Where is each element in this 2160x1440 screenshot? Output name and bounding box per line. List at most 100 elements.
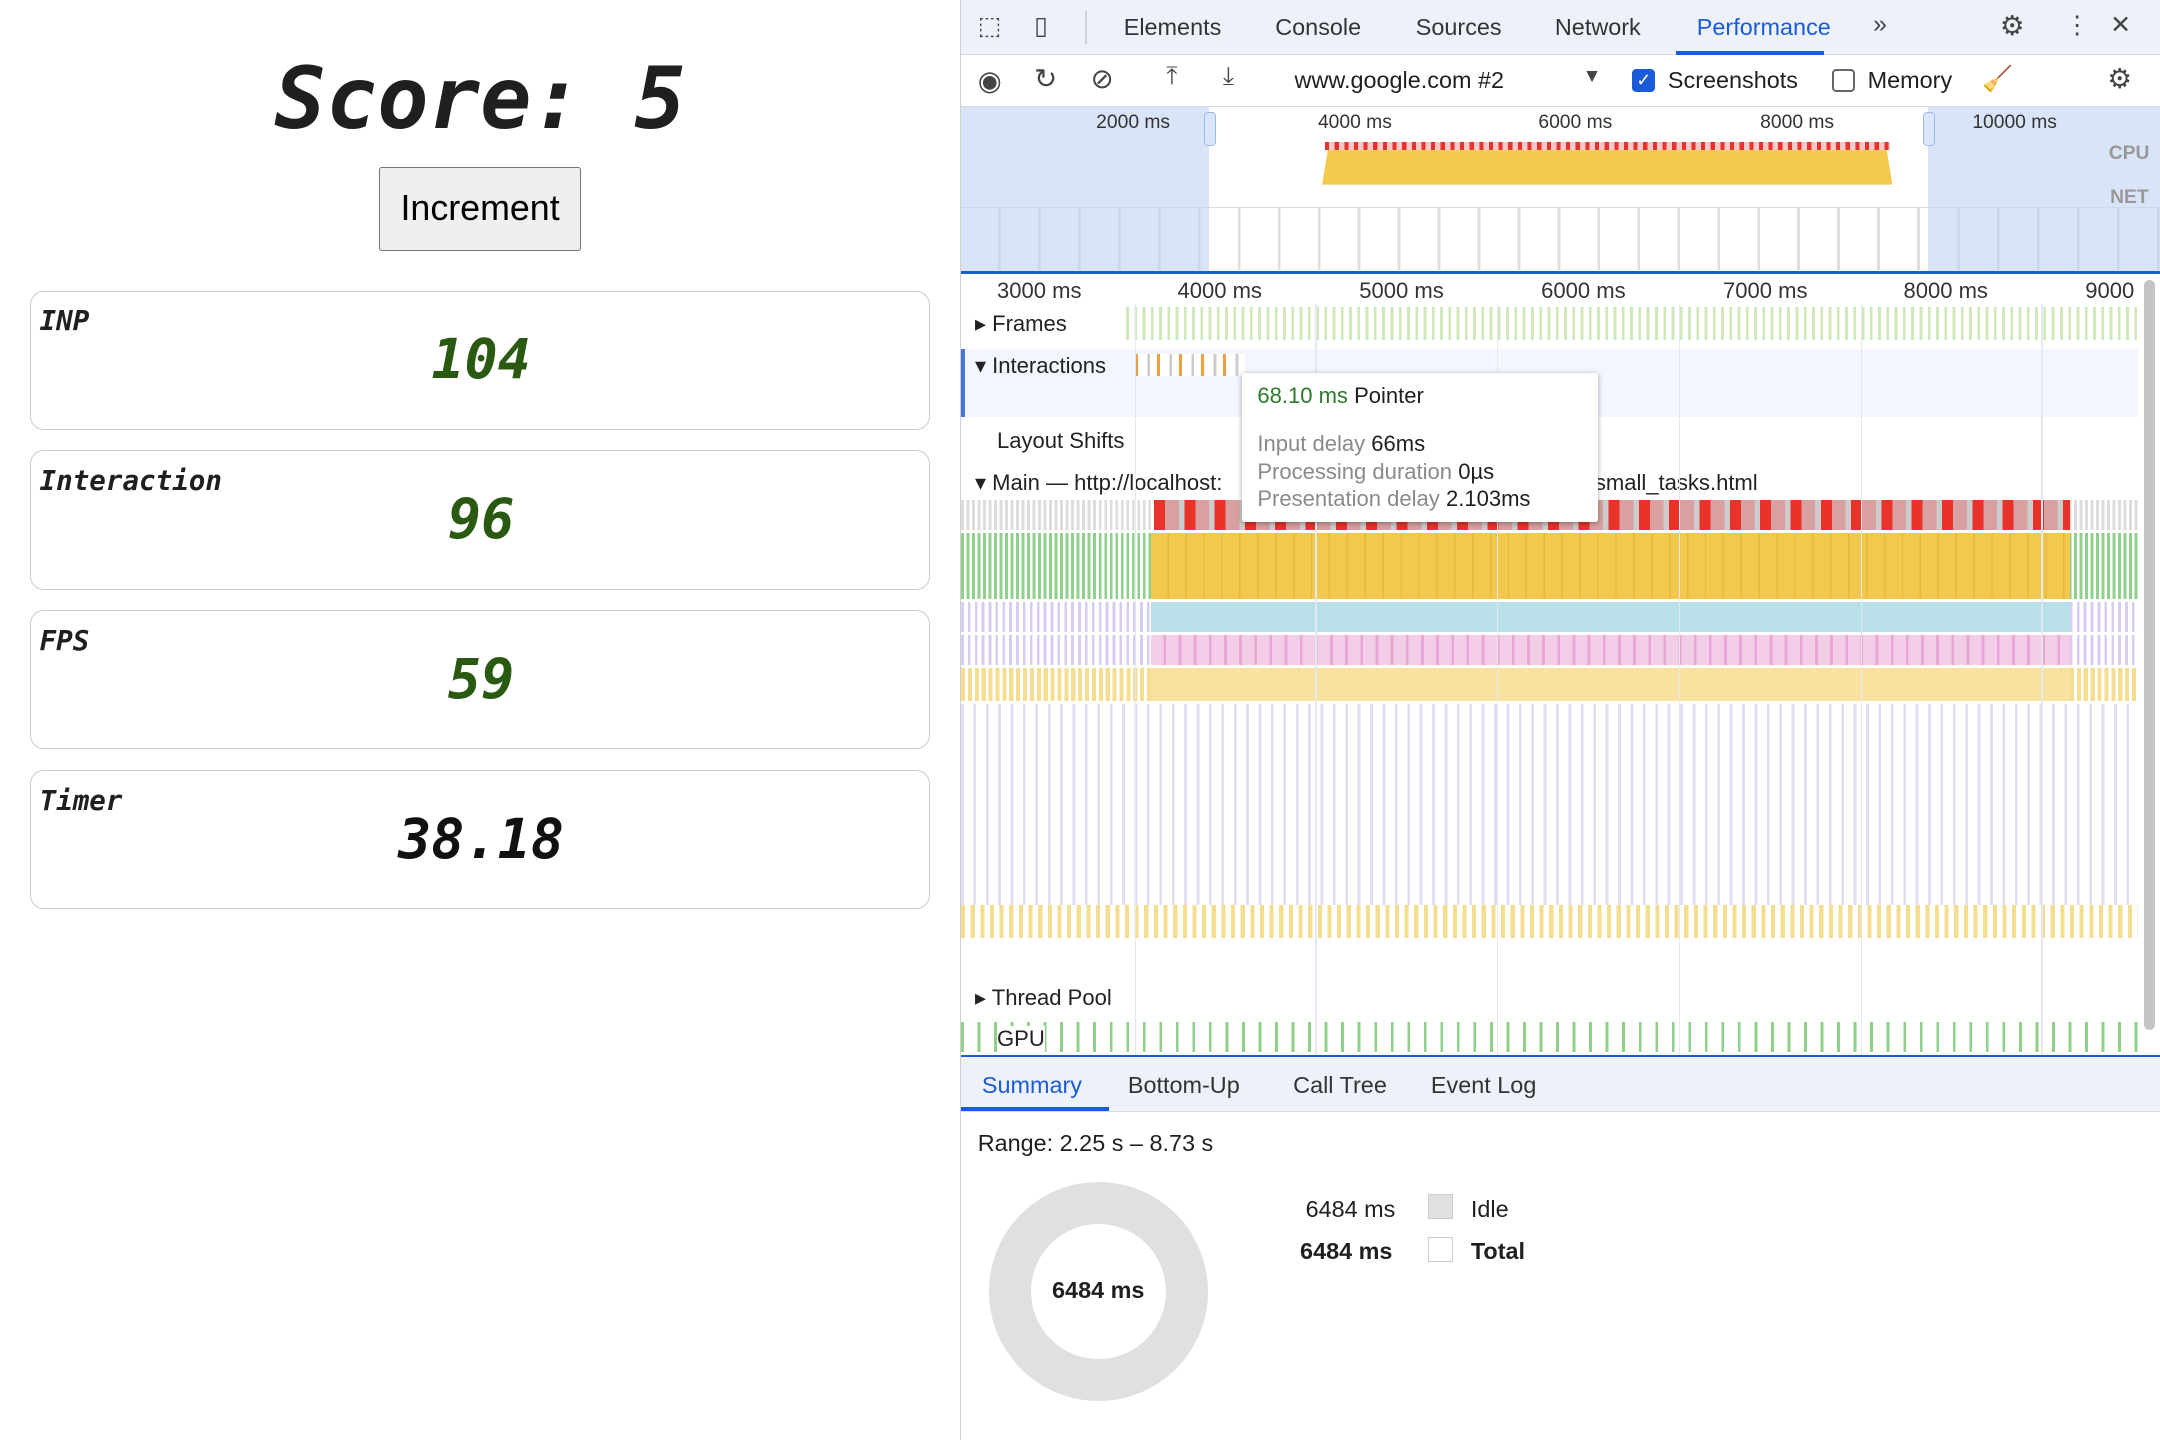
interaction-tooltip: 68.10 ms Pointer Input delay 66ms Proces… bbox=[1242, 373, 1598, 523]
range-handle-left[interactable] bbox=[1203, 111, 1217, 146]
demo-page: Score: 5 Increment INP 104 Interaction 96 … bbox=[0, 0, 961, 1440]
metric-card-fps: FPS 59 bbox=[30, 610, 930, 750]
target-select[interactable]: www.google.com #2 bbox=[1294, 67, 1505, 94]
processing-label: Processing duration bbox=[1257, 458, 1453, 484]
tab-network[interactable]: Network bbox=[1554, 13, 1641, 40]
memory-label: Memory bbox=[1867, 67, 1953, 94]
metric-card-timer: Timer 38.18 bbox=[30, 770, 930, 910]
overview-tick: 4000 ms bbox=[1317, 111, 1392, 133]
scripting-tasks-row[interactable] bbox=[1151, 533, 2071, 600]
total-value: 6484 ms bbox=[1300, 1238, 1393, 1265]
garbage-collect-broom-icon[interactable]: 🧹 bbox=[1981, 65, 2013, 93]
gridline bbox=[1315, 304, 1317, 1056]
timeline-tick: 5000 ms bbox=[1359, 278, 1444, 304]
tooltip-duration: 68.10 ms bbox=[1257, 382, 1348, 408]
upload-icon[interactable]: ⤒ bbox=[1166, 63, 1178, 91]
timeline-tick: 7000 ms bbox=[1722, 278, 1808, 304]
total-label: Total bbox=[1470, 1238, 1526, 1265]
cpu-label: CPU bbox=[2108, 143, 2150, 165]
inspect-element-icon[interactable]: ⬚ bbox=[977, 13, 1002, 41]
long-task-markers bbox=[1324, 141, 1890, 151]
metric-value: 59 bbox=[447, 647, 515, 712]
net-label: NET bbox=[2110, 187, 2149, 209]
range-handle-right[interactable] bbox=[1922, 111, 1936, 146]
settings-gear-icon[interactable]: ⚙ bbox=[1999, 9, 2025, 41]
tab-sources[interactable]: Sources bbox=[1415, 13, 1502, 40]
flame-chart[interactable]: 3000 ms 4000 ms 5000 ms 6000 ms 7000 ms 8000 … bbox=[961, 274, 2160, 1056]
input-delay-label: Input delay bbox=[1257, 431, 1366, 457]
main-prefix: Main — http://localhost: bbox=[992, 469, 1223, 495]
main-suffix: small_tasks.html bbox=[1594, 469, 1758, 495]
overview-tick: 2000 ms bbox=[1096, 111, 1171, 133]
timeline-scrollbar[interactable] bbox=[2143, 279, 2155, 1031]
performance-toolbar: ◉ ↻ ⊘ ⤒ ⤓ www.google.com #2 ▼ ✓ Screensh… bbox=[961, 55, 2160, 108]
close-icon[interactable]: ✕ bbox=[2110, 11, 2131, 39]
timeline-tick: 3000 ms bbox=[996, 278, 1082, 304]
idle-swatch bbox=[1428, 1194, 1453, 1220]
metric-card-interaction: Interaction 96 bbox=[30, 450, 930, 590]
thread-pool-label: Thread Pool bbox=[991, 984, 1112, 1010]
metric-label: FPS bbox=[39, 625, 90, 658]
timer-row[interactable] bbox=[1151, 668, 2071, 702]
overview-tick: 8000 ms bbox=[1760, 111, 1835, 133]
interaction-markers[interactable] bbox=[1134, 354, 1245, 377]
reload-record-icon[interactable]: ↻ bbox=[1034, 63, 1058, 95]
clear-icon[interactable]: ⊘ bbox=[1090, 63, 1114, 95]
more-tabs-icon[interactable]: » bbox=[1873, 11, 1887, 39]
presentation-label: Presentation delay bbox=[1257, 486, 1440, 512]
frames-label: Frames bbox=[992, 311, 1067, 337]
main-track-label[interactable]: ▾ Main — http://localhost: bbox=[974, 469, 1223, 495]
call-row[interactable] bbox=[1151, 602, 2071, 633]
gridline bbox=[1497, 304, 1499, 1056]
screenshots-label: Screenshots bbox=[1667, 67, 1798, 94]
metric-label: Interaction bbox=[39, 465, 222, 498]
tab-summary[interactable]: Summary bbox=[981, 1072, 1082, 1099]
metric-card-inp: INP 104 bbox=[30, 290, 930, 430]
summary-range: Range: 2.25 s – 8.73 s bbox=[977, 1129, 1214, 1156]
increment-button[interactable]: Increment bbox=[378, 166, 582, 251]
metric-label: Timer bbox=[39, 784, 123, 817]
device-toolbar-icon[interactable]: ▯ bbox=[1034, 13, 1048, 41]
interactions-label: Interactions bbox=[992, 352, 1107, 378]
tab-performance[interactable]: Performance bbox=[1696, 13, 1831, 40]
metric-value: 96 bbox=[447, 487, 515, 552]
gridline bbox=[2041, 304, 2043, 1056]
tab-call-tree[interactable]: Call Tree bbox=[1293, 1072, 1387, 1099]
screenshots-checkbox[interactable]: ✓ bbox=[1632, 68, 1656, 93]
active-tab-indicator bbox=[1676, 50, 1824, 56]
capture-settings-gear-icon[interactable]: ⚙ bbox=[2107, 63, 2133, 95]
tab-bottom-up[interactable]: Bottom-Up bbox=[1127, 1072, 1240, 1099]
timeline-tick: 9000 bbox=[2085, 278, 2135, 304]
function-row[interactable] bbox=[1151, 635, 2071, 666]
tab-console[interactable]: Console bbox=[1275, 13, 1362, 40]
gpu-track bbox=[961, 1022, 2139, 1053]
metric-label: INP bbox=[39, 305, 90, 338]
timeline-tick: 6000 ms bbox=[1541, 278, 1626, 304]
overview-tick: 10000 ms bbox=[1972, 111, 2057, 133]
memory-checkbox[interactable] bbox=[1831, 68, 1856, 93]
frames-track bbox=[1126, 307, 2139, 341]
metric-value: 38.18 bbox=[398, 806, 564, 871]
tab-event-log[interactable]: Event Log bbox=[1430, 1072, 1537, 1099]
layout-shifts-label: Layout Shifts bbox=[996, 428, 1125, 454]
frames-track-label[interactable]: ▸ Frames bbox=[974, 311, 1067, 337]
gridline bbox=[1134, 304, 1137, 1056]
input-delay-value: 66ms bbox=[1371, 431, 1426, 457]
record-icon[interactable]: ◉ bbox=[977, 64, 1002, 96]
bottom-tabbar: Summary Bottom-Up Call Tree Event Log bbox=[961, 1055, 2160, 1112]
interactions-track-label[interactable]: ▾ Interactions bbox=[974, 352, 1107, 378]
presentation-value: 2.103ms bbox=[1445, 486, 1531, 512]
score-heading: Score: 5 bbox=[274, 49, 686, 149]
idle-label: Idle bbox=[1470, 1195, 1509, 1222]
more-options-icon[interactable]: ⋮ bbox=[2064, 11, 2090, 39]
overview-tick: 6000 ms bbox=[1538, 111, 1613, 133]
tab-elements[interactable]: Elements bbox=[1123, 13, 1222, 40]
timeline-overview[interactable]: 2000 ms 4000 ms 6000 ms 8000 ms 10000 ms… bbox=[961, 107, 2160, 273]
overview-unselected-right bbox=[1928, 107, 2160, 273]
total-swatch bbox=[1428, 1237, 1453, 1262]
thread-pool-track-label[interactable]: ▸ Thread Pool bbox=[974, 984, 1112, 1010]
overview-unselected-left bbox=[961, 107, 1210, 273]
download-icon[interactable]: ⤓ bbox=[1222, 63, 1234, 91]
donut-label: 6484 ms bbox=[1052, 1277, 1145, 1304]
chevron-down-icon[interactable]: ▼ bbox=[1582, 66, 1602, 88]
